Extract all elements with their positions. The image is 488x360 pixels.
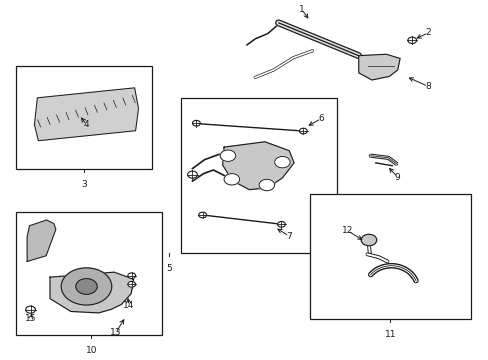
Text: 3: 3 [81,180,87,189]
Circle shape [259,179,274,191]
Circle shape [127,273,135,279]
Bar [181,98,336,253]
Circle shape [26,306,35,313]
Circle shape [277,221,285,227]
Circle shape [274,157,289,168]
Text: 5: 5 [166,264,172,273]
Circle shape [187,171,197,178]
Circle shape [299,128,306,134]
Circle shape [220,150,235,161]
Circle shape [407,37,416,44]
Text: 13: 13 [110,328,121,337]
Text: 9: 9 [394,173,400,182]
Bar [16,66,152,169]
Text: 6: 6 [318,114,324,123]
Text: 14: 14 [123,301,134,310]
Circle shape [127,282,135,287]
Polygon shape [358,54,399,80]
Circle shape [76,279,97,294]
Text: 10: 10 [85,346,97,355]
Circle shape [361,234,376,246]
Text: 15: 15 [25,314,36,323]
Text: 4: 4 [83,120,89,129]
Text: 12: 12 [341,226,352,235]
Polygon shape [34,88,138,141]
Circle shape [224,174,239,185]
Text: 11: 11 [384,330,395,339]
Polygon shape [222,142,293,190]
Text: 1: 1 [298,5,304,14]
Circle shape [192,120,200,126]
Text: 8: 8 [425,82,430,91]
Circle shape [199,212,206,218]
Bar [16,212,162,336]
Circle shape [61,268,112,305]
Bar [309,194,469,319]
Text: 7: 7 [286,231,291,240]
Polygon shape [50,272,133,313]
Text: 2: 2 [425,28,430,37]
Polygon shape [27,220,56,261]
